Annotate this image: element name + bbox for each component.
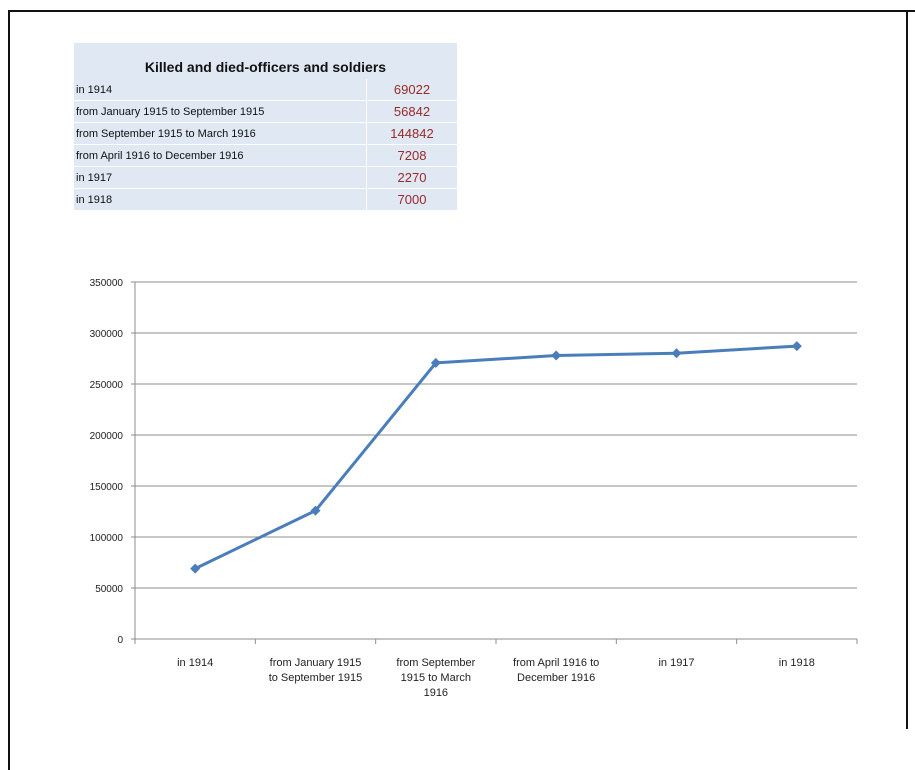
data-point: [551, 350, 562, 361]
data-point: [671, 348, 682, 359]
x-tick-label: from January 1915 to September 1915: [269, 657, 363, 684]
table-title: Killed and died-officers and soldiers: [74, 43, 457, 79]
y-tick-label: 200000: [90, 431, 124, 442]
y-tick-label: 0: [117, 635, 123, 646]
data-point: [791, 341, 802, 352]
row-value: 7208: [366, 144, 457, 167]
table-row: from September 1915 to March 1916 144842: [74, 122, 457, 145]
table-row: from January 1915 to September 1915 5684…: [74, 100, 457, 123]
row-label: in 1918: [74, 188, 367, 211]
series-line: [194, 344, 797, 570]
y-tick-label: 100000: [90, 533, 124, 544]
x-tick-label: in 1918: [779, 657, 815, 669]
figure-frame: [8, 10, 915, 770]
table-row: in 1914 69022: [74, 79, 457, 101]
row-value: 69022: [366, 79, 457, 101]
table-row: in 1917 2270: [74, 166, 457, 189]
x-tick-label: in 1914: [177, 657, 213, 669]
row-label: from January 1915 to September 1915: [74, 100, 367, 123]
y-tick-label: 250000: [90, 380, 124, 391]
cumulative-casualties-line-chart: 0 50000 100000 150000 200000 250000 300000 3500…: [90, 278, 858, 699]
row-value: 2270: [366, 166, 457, 189]
y-tick-label: 300000: [90, 329, 124, 340]
data-point: [190, 563, 201, 574]
figure-frame-right-edge: [906, 10, 908, 729]
y-tick-label: 150000: [90, 482, 124, 493]
row-label: from April 1916 to December 1916: [74, 144, 367, 167]
x-tick-label: from September 1915 to March 1916: [396, 657, 475, 699]
x-tick-label: in 1917: [658, 657, 694, 669]
y-tick-label: 50000: [95, 584, 123, 595]
table-row: in 1918 7000: [74, 188, 457, 211]
table-row: from April 1916 to December 1916 7208: [74, 144, 457, 167]
casualty-table: Killed and died-officers and soldiers in…: [74, 43, 457, 211]
x-tick-label: from April 1916 to December 1916: [513, 657, 599, 684]
row-label: from September 1915 to March 1916: [74, 122, 367, 145]
data-point: [430, 357, 441, 368]
row-value: 56842: [366, 100, 457, 123]
row-value: 7000: [366, 188, 457, 211]
row-label: in 1917: [74, 166, 367, 189]
y-tick-label: 350000: [90, 278, 124, 289]
row-label: in 1914: [74, 79, 367, 101]
data-point: [310, 505, 321, 516]
row-value: 144842: [366, 122, 457, 145]
